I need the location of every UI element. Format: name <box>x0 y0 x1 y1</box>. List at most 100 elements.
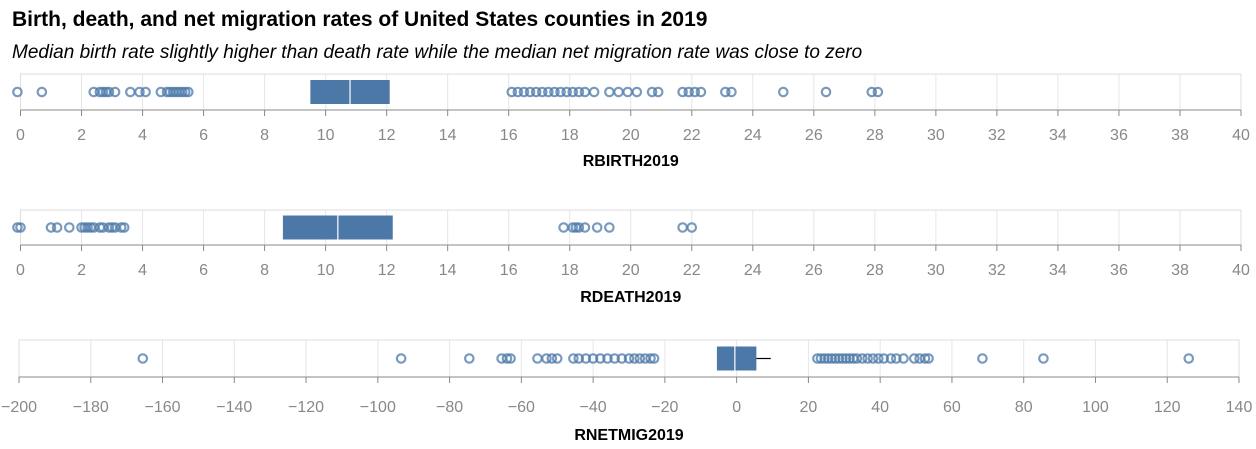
x-tick-label: 32 <box>988 262 1006 279</box>
x-tick-label: 20 <box>622 262 640 279</box>
outlier-point <box>648 353 660 364</box>
x-tick-label: 120 <box>1154 399 1181 416</box>
x-tick-label: 12 <box>378 262 396 279</box>
x-tick-label: −180 <box>73 399 109 416</box>
outlier-point <box>878 353 890 364</box>
x-tick-label: 6 <box>199 262 208 279</box>
panel-rbirth2019: 0 2 4 6 8 10 12 14 16 18 20 22 24 26 28 30 32 34 36 38 40RBI… <box>12 73 1250 170</box>
outlier-point <box>908 353 920 364</box>
x-axis-title: RNETMIG2019 <box>574 427 683 444</box>
x-tick-label: 16 <box>500 127 518 144</box>
x-tick-label: −120 <box>288 399 324 416</box>
outlier-point <box>549 86 560 98</box>
outlier-point <box>573 353 585 364</box>
outlier-point <box>602 353 613 364</box>
outlier-point <box>919 353 931 364</box>
outlier-point <box>695 86 707 98</box>
outlier-point <box>36 86 48 98</box>
outlier-point <box>546 353 558 364</box>
outlier-point <box>15 222 26 233</box>
x-tick-label: 80 <box>1015 399 1033 416</box>
x-tick-label: 30 <box>927 127 945 144</box>
outlier-point <box>609 353 620 364</box>
outlier-point <box>631 86 643 98</box>
x-tick-label: 24 <box>744 262 762 279</box>
outlier-point <box>872 86 884 98</box>
outlier-point <box>140 86 151 98</box>
x-tick-label: −80 <box>436 399 463 416</box>
outlier-point <box>826 353 838 364</box>
x-tick-label: 12 <box>378 127 396 144</box>
x-tick-label: 18 <box>561 262 579 279</box>
outlier-point <box>183 86 194 98</box>
outlier-point <box>873 353 884 364</box>
outlier-point <box>837 353 848 364</box>
x-tick-label: 16 <box>500 262 518 279</box>
outlier-point <box>683 86 695 98</box>
x-tick-label: 14 <box>439 127 457 144</box>
outlier-point <box>588 86 600 98</box>
x-tick-label: 36 <box>1110 262 1128 279</box>
x-tick-label: 0 <box>16 262 25 279</box>
x-tick-label: 10 <box>317 127 335 144</box>
x-tick-label: 14 <box>439 262 457 279</box>
outlier-point <box>833 353 845 364</box>
x-tick-label: 28 <box>866 127 884 144</box>
x-tick-label: 22 <box>683 262 701 279</box>
outlier-point <box>567 86 579 98</box>
outlier-point <box>1038 353 1049 364</box>
outlier-point <box>629 353 640 364</box>
panel-rdeath2019: 0 2 4 6 8 10 12 14 16 18 20 22 24 26 28 30 32 34 36 38 40RDE… <box>12 209 1250 306</box>
x-tick-label: 6 <box>199 127 208 144</box>
x-tick-label: −40 <box>580 399 607 416</box>
x-tick-label: 32 <box>988 127 1006 144</box>
outlier-point <box>541 353 552 364</box>
outlier-point <box>613 86 624 98</box>
x-tick-label: −20 <box>651 399 678 416</box>
x-tick-label: 38 <box>1171 127 1189 144</box>
outlier-point <box>536 86 548 98</box>
outlier-point <box>501 353 513 364</box>
x-tick-label: 34 <box>1049 127 1067 144</box>
x-tick-label: 40 <box>871 399 889 416</box>
outlier-point <box>604 222 615 233</box>
x-tick-label: 4 <box>138 262 147 279</box>
outlier-point <box>862 353 873 364</box>
x-tick-label: 10 <box>317 262 335 279</box>
outlier-point <box>505 353 516 364</box>
panel-rnetmig2019: −200 −180 −160 −140 −120 −100 −80 −60 −40 −20 0 20 4… <box>1 339 1252 444</box>
x-tick-label: 22 <box>683 127 701 144</box>
outlier-point <box>812 353 823 364</box>
outlier-point <box>134 86 145 98</box>
outlier-point <box>395 353 407 364</box>
outlier-point <box>634 353 646 364</box>
x-tick-label: 30 <box>927 262 945 279</box>
outlier-point <box>464 353 475 364</box>
outlier-point <box>677 86 688 98</box>
x-tick-label: 40 <box>1232 262 1250 279</box>
x-tick-label: 100 <box>1082 399 1109 416</box>
x-tick-label: −200 <box>1 399 37 416</box>
x-tick-label: 26 <box>805 262 823 279</box>
outlier-point <box>587 353 599 364</box>
outlier-point <box>125 86 136 98</box>
outlier-point <box>568 353 579 364</box>
outlier-point <box>137 353 149 364</box>
x-tick-label: 8 <box>260 262 269 279</box>
outlier-point <box>645 353 656 364</box>
x-tick-label: 40 <box>1232 127 1250 144</box>
outlier-point <box>689 86 701 98</box>
chart-subtitle: Median birth rate slightly higher than d… <box>12 42 863 63</box>
outlier-point <box>851 353 863 364</box>
x-tick-label: −160 <box>145 399 181 416</box>
x-tick-label: 20 <box>800 399 818 416</box>
outlier-point <box>923 353 934 364</box>
outlier-point <box>561 86 572 98</box>
outlier-point <box>820 86 832 98</box>
outlier-point <box>677 222 688 233</box>
outlier-point <box>623 353 635 364</box>
x-tick-label: 0 <box>732 399 741 416</box>
x-tick-label: 2 <box>77 127 86 144</box>
x-tick-label: 8 <box>260 127 269 144</box>
